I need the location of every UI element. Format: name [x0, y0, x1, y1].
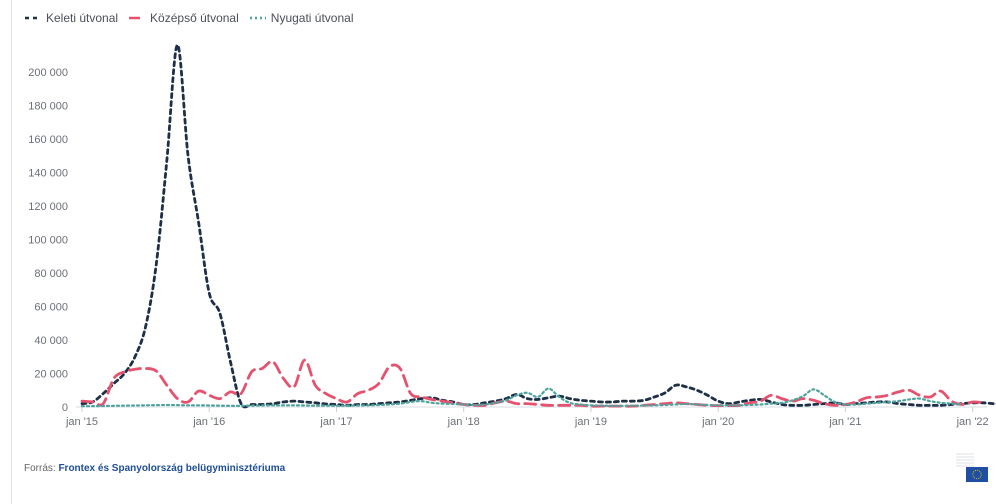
decorative-lines-icon: [956, 453, 974, 467]
series-line: [80, 387, 964, 408]
x-tick-label: jan '21: [828, 416, 861, 428]
x-tick-label: jan '19: [574, 416, 607, 428]
series-line: [80, 43, 996, 409]
legend-item[interactable]: Nyugati útvonal: [249, 11, 354, 25]
y-tick-label: 20 000: [34, 368, 68, 380]
y-tick-label: 60 000: [34, 301, 68, 313]
x-tick-label: jan '17: [319, 416, 352, 428]
legend-swatch: [25, 16, 41, 20]
legend-swatch: [129, 16, 146, 20]
source-link[interactable]: Frontex és Spanyolország belügyminisztér…: [58, 463, 286, 474]
legend-item[interactable]: Keleti útvonal: [24, 11, 118, 25]
frame-line: [11, 0, 12, 504]
y-tick-label: 180 000: [28, 100, 68, 112]
y-tick-label: 200 000: [28, 67, 68, 79]
y-tick-label: 120 000: [28, 201, 68, 213]
x-tick-label: jan '18: [447, 416, 480, 428]
y-tick-label: 100 000: [28, 234, 68, 246]
series-line: [80, 358, 985, 408]
x-tick-label: jan '15: [65, 416, 98, 428]
x-tick-label: jan '20: [701, 416, 734, 428]
legend-label: Középső útvonal: [150, 11, 239, 25]
legend-item[interactable]: Középső útvonal: [128, 11, 239, 25]
y-tick-label: 80 000: [34, 268, 68, 280]
legend-label: Keleti útvonal: [46, 11, 119, 25]
eu-flag-icon: [966, 467, 988, 482]
source-note: Forrás: Frontex és Spanyolország belügym…: [24, 463, 285, 474]
legend: Keleti útvonal Középső útvonal Nyugati útv…: [24, 11, 364, 25]
legend-label: Nyugati útvonal: [270, 11, 354, 25]
y-tick-label: 0: [62, 402, 68, 414]
y-tick-label: 40 000: [34, 335, 68, 347]
y-tick-label: 140 000: [28, 167, 68, 179]
source-prefix: Forrás:: [24, 463, 56, 474]
x-tick-label: jan '16: [192, 416, 225, 428]
y-tick-label: 160 000: [28, 134, 68, 146]
x-tick-label: jan '22: [956, 416, 989, 428]
line-chart: 0 20 000 40 000 60 000 80 000 100 000 120 000 1…: [28, 43, 996, 428]
